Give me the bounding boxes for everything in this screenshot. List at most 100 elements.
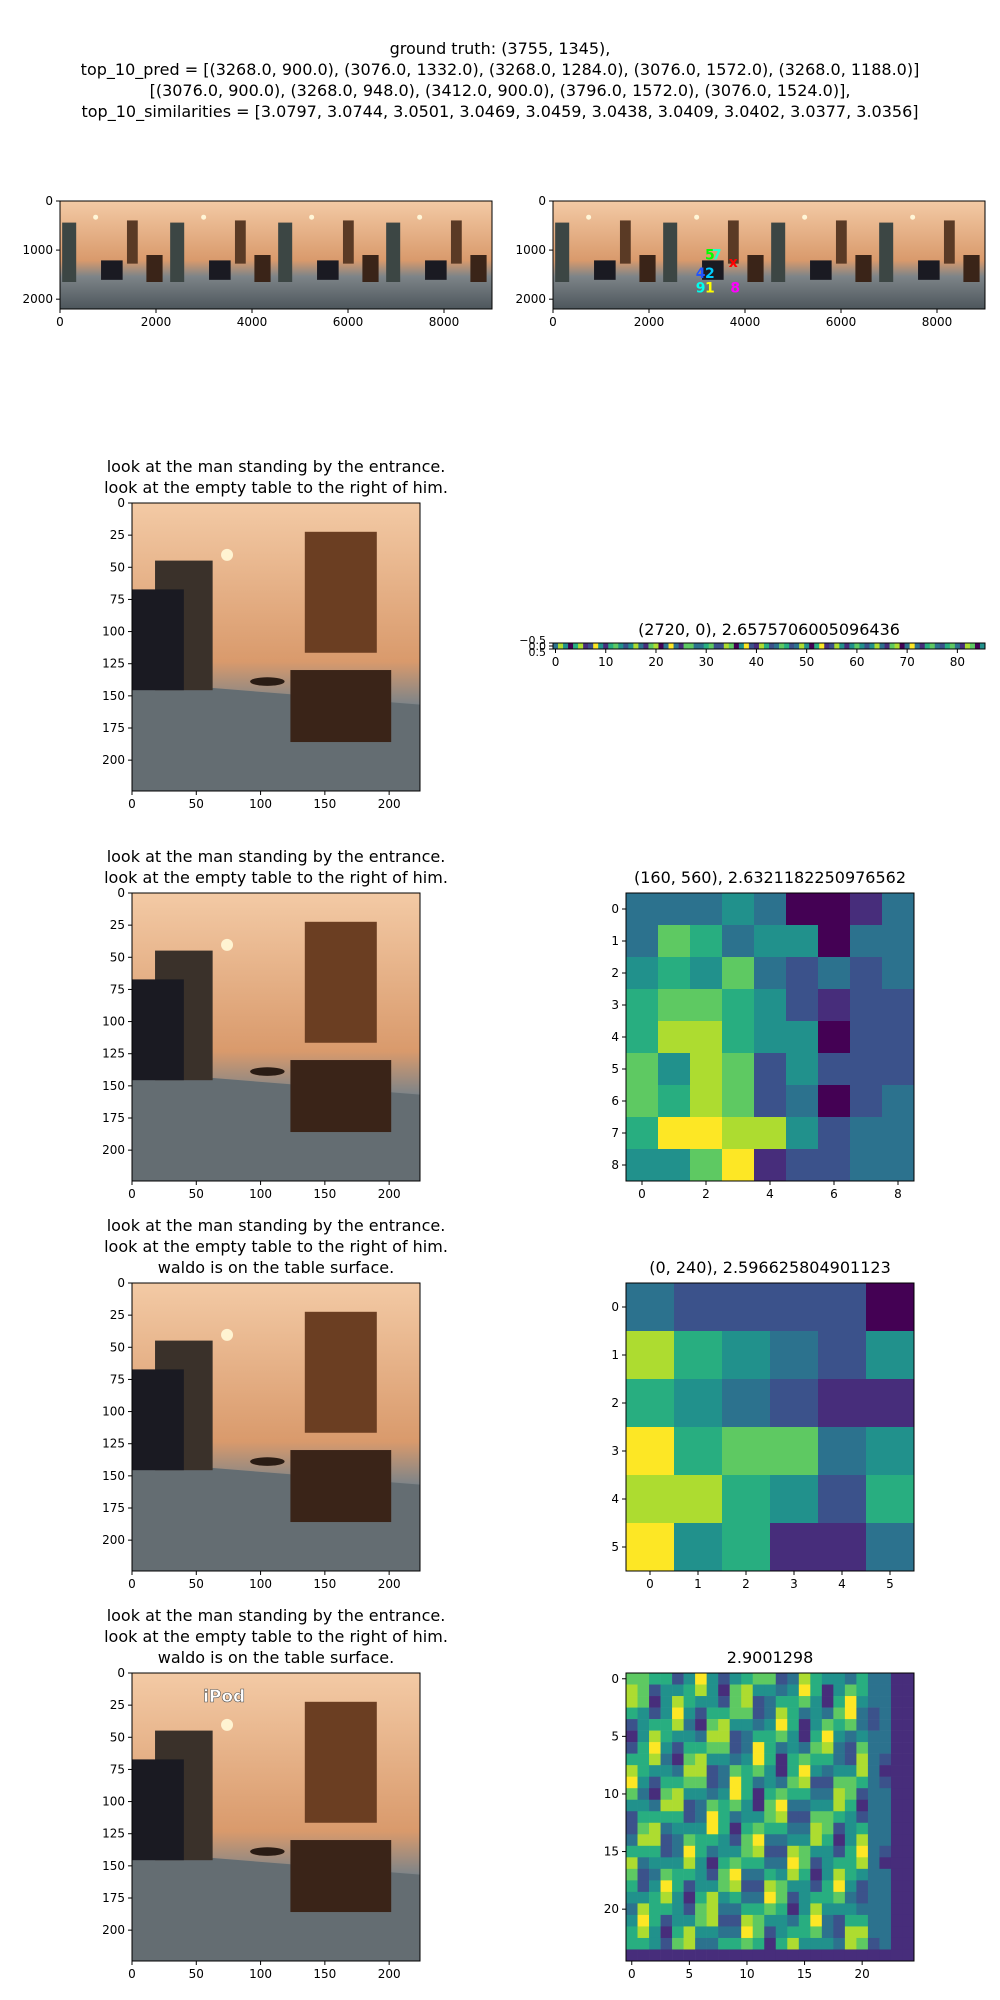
heatmap-cell: [718, 1765, 730, 1777]
heatmap-cell: [787, 1811, 800, 1824]
heatmap-cell: [718, 643, 725, 649]
y-tick-label: 100: [102, 1795, 125, 1809]
y-tick-label: 200: [102, 1143, 125, 1157]
heatmap-cell: [752, 1765, 765, 1777]
heatmap-cell: [637, 1811, 650, 1824]
heatmap-cell: [718, 1903, 730, 1916]
heatmap-cell: [879, 643, 885, 649]
heatmap-cell: [821, 1845, 834, 1858]
heatmap-cell: [850, 1149, 883, 1182]
heatmap-cell: [695, 1696, 707, 1708]
heatmap-cell: [882, 1117, 915, 1150]
heatmap-cell: [764, 1765, 777, 1777]
heatmap-cell: [722, 1021, 755, 1054]
x-tick-label: 100: [249, 797, 272, 811]
heatmap-cell: [854, 643, 860, 649]
heatmap-cell: [787, 1730, 800, 1743]
heatmap-cell: [637, 1719, 650, 1731]
heatmap-cell: [879, 1811, 892, 1824]
heatmap-cell: [733, 643, 740, 649]
heatmap-cell: [658, 893, 691, 926]
heatmap-cell: [818, 1427, 867, 1476]
heatmap-cell: [879, 1834, 892, 1847]
heatmap-cell: [818, 925, 851, 958]
y-tick-label: 75: [110, 1762, 125, 1776]
heatmap-cell: [856, 1811, 869, 1824]
heatmap-cell: [899, 643, 905, 649]
heatmap-cell: [738, 643, 745, 649]
heatmap-cell: [626, 1331, 675, 1380]
heatmap-cell: [867, 1696, 880, 1708]
heatmap-cell: [818, 893, 851, 926]
heatmap-cell: [798, 1719, 811, 1731]
heatmap-cell: [775, 1891, 788, 1904]
heatmap-cell: [688, 643, 694, 649]
pano-lamp: [93, 214, 99, 220]
heatmap-cell: [856, 1742, 869, 1754]
heatmap-cell: [553, 643, 559, 649]
heatmap-cell: [904, 643, 910, 649]
heatmap-cell: [833, 1937, 846, 1950]
heatmap-cell: [850, 1021, 883, 1054]
heatmap-cell: [649, 1730, 661, 1743]
heatmap-cell: [810, 1719, 823, 1731]
heatmap-cell: [879, 1880, 892, 1893]
heatmap-cell: [787, 1788, 800, 1801]
y-tick-label: 2: [611, 966, 619, 980]
heatmap-cell: [902, 1857, 915, 1870]
heatmap-cell: [844, 1799, 857, 1812]
heatmap-cell: [678, 643, 684, 649]
heatmap-cell: [810, 1822, 823, 1835]
heatmap-cell: [850, 1053, 883, 1086]
heatmap-cell: [754, 1149, 787, 1182]
heatmap-cell: [683, 1776, 696, 1789]
heatmap-cell: [741, 1822, 754, 1835]
heatmap-cell: [814, 643, 820, 649]
panorama-y-ticks: 0 1000 2000: [22, 194, 60, 306]
heatmap-cell: [672, 1788, 684, 1801]
heatmap-cell: [683, 1868, 696, 1881]
heatmap-cell: [741, 1903, 754, 1916]
heatmap-cell: [693, 643, 699, 649]
heatmap-cell: [786, 1085, 819, 1118]
heatmap-cell: [764, 1914, 777, 1927]
heatmap-cell: [844, 1949, 857, 1962]
pano-lamp: [201, 214, 207, 220]
heatmap-cell: [787, 1937, 800, 1950]
heatmap-cell: [810, 1765, 823, 1777]
heatmap-cell: [804, 643, 810, 649]
x-tick-label: 100: [249, 1187, 272, 1201]
heatmap-cell: [643, 643, 649, 649]
heatmap-cell: [660, 1834, 673, 1847]
heatmap-cell: [821, 1834, 834, 1847]
heatmap-cell: [879, 1673, 892, 1685]
heatmap-cell: [810, 1673, 823, 1685]
heatmap-cell: [821, 1926, 834, 1939]
heatmap-cell: [626, 1811, 638, 1824]
heatmap-cell: [743, 643, 750, 649]
heatmap-cell: [637, 1753, 650, 1766]
heatmap-cell: [786, 1053, 819, 1086]
heatmap-cell: [637, 1765, 650, 1777]
y-tick-label: 10: [604, 1787, 619, 1801]
x-tick-label: 0: [128, 1577, 136, 1591]
heatmap-cell: [626, 893, 659, 926]
heatmap-cell: [909, 643, 915, 649]
heatmap-cell: [798, 1673, 811, 1685]
heatmap-cell: [919, 643, 926, 649]
heatmap-cell: [695, 1684, 707, 1697]
heatmap-cell: [729, 1696, 742, 1708]
heatmap-cell: [770, 1331, 819, 1380]
heatmap-cell: [833, 1753, 846, 1766]
heatmap-cell: [810, 1811, 823, 1824]
heatmap-cell: [879, 1730, 892, 1743]
heatmap-cell: [821, 1765, 834, 1777]
pano-counter: [470, 255, 487, 282]
heatmap-cell: [637, 1707, 650, 1720]
heatmap-cell: [626, 1742, 638, 1754]
heatmap-cell: [649, 1696, 661, 1708]
x-tick-label: 8: [894, 1187, 902, 1201]
heatmap-cell: [770, 1523, 819, 1572]
view-title-line: look at the man standing by the entrance…: [107, 847, 446, 866]
